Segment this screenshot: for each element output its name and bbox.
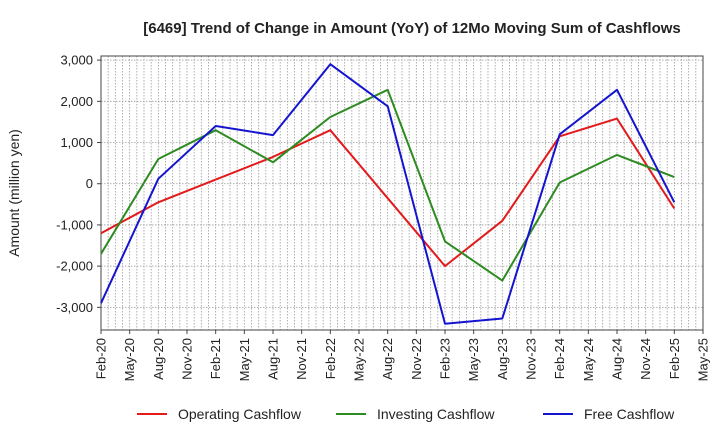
y-tick-label: -1,000 [56,217,93,232]
x-tick-label: Feb-20 [94,338,109,379]
x-tick-label: Feb-21 [208,338,223,379]
y-tick-label: 0 [86,176,93,191]
x-tick-label: Nov-24 [638,338,653,380]
x-tick-label: Feb-23 [438,338,453,379]
y-tick-label: -3,000 [56,300,93,315]
investing-cashflow-line [100,88,675,282]
x-axis: Feb-20 May-20 Aug-20 Nov-20 Feb-21 May-21 Aug-… [94,330,711,381]
x-tick-label: Aug-20 [151,338,166,380]
x-tick-label: May-24 [581,338,596,381]
x-tick-label: Feb-25 [667,338,682,379]
grid [101,56,703,330]
y-axis: 3,000 2,000 1,000 0 -1,000 -2,000 -3,000 [56,53,101,315]
x-tick-label: May-25 [696,338,711,381]
x-tick-label: Aug-22 [380,338,395,380]
legend-label-investing-cashflow: Investing Cashflow [377,406,495,422]
x-tick-label: Nov-22 [409,338,424,380]
y-tick-label: -2,000 [56,259,93,274]
x-tick-label: Feb-22 [323,338,338,379]
x-tick-label: May-23 [466,338,481,381]
y-axis-label: Amount (million yen) [6,129,22,257]
x-tick-label: May-21 [237,338,252,381]
x-tick-label: Nov-21 [294,338,309,380]
legend-label-free-cashflow: Free Cashflow [584,406,675,422]
x-tick-label: Nov-23 [524,338,539,380]
x-tick-label: Aug-24 [610,338,625,380]
x-tick-label: Aug-21 [266,338,281,380]
x-tick-label: May-22 [352,338,367,381]
chart-title: [6469] Trend of Change in Amount (YoY) o… [143,20,681,37]
operating-cashflow-line [100,117,676,268]
legend: Operating Cashflow Investing Cashflow Free… [137,406,675,422]
x-tick-label: Aug-23 [495,338,510,380]
y-tick-label: 2,000 [60,94,93,109]
legend-label-operating-cashflow: Operating Cashflow [178,406,302,422]
plot-frame [100,55,704,331]
series-layer [100,63,676,325]
y-tick-label: 1,000 [60,135,93,150]
y-tick-label: 3,000 [60,53,93,68]
x-tick-label: Feb-24 [552,338,567,379]
x-tick-label: May-20 [122,338,137,381]
x-tick-label: Nov-20 [180,338,195,380]
free-cashflow-line [100,63,676,325]
